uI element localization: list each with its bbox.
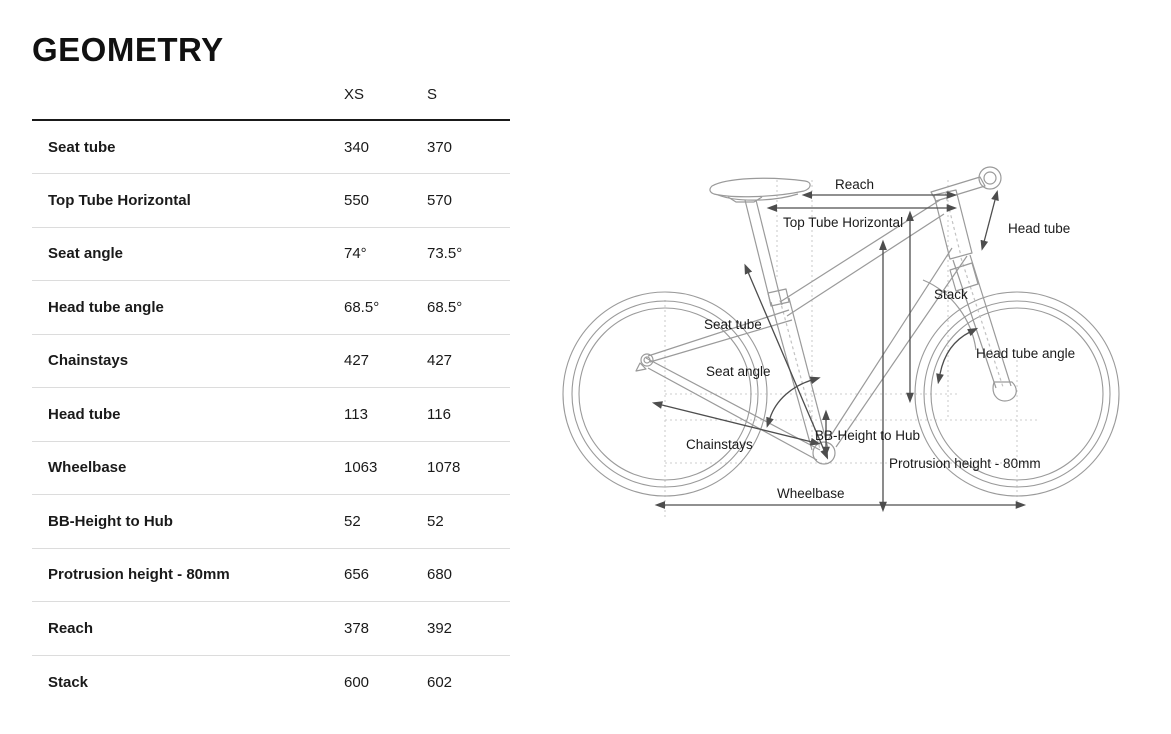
- fork-left: [952, 259, 997, 389]
- row-label: Reach: [32, 601, 344, 656]
- row-label: Seat tube: [32, 120, 344, 174]
- dimension-lines: [651, 189, 1027, 513]
- cell-s: 73.5°: [427, 227, 510, 281]
- page-title: GEOMETRY: [32, 31, 224, 68]
- column-header-spec: [32, 86, 344, 120]
- bike-geometry-diagram: Reach Top Tube Horizontal Head tube Stac…: [540, 150, 1160, 540]
- fork-center: [960, 257, 1004, 388]
- cell-xs: 378: [344, 601, 427, 656]
- front-wheel-tire-outer: [914, 291, 1120, 497]
- table-header-row: XS S: [32, 86, 510, 120]
- down-tube-lower: [835, 255, 968, 448]
- handlebar-clamp-inner: [983, 171, 997, 185]
- seatpost-right: [755, 199, 783, 306]
- cell-s: 116: [427, 387, 510, 442]
- label-top-tube-horizontal: Top Tube Horizontal: [783, 215, 903, 230]
- table-row: Seat angle 74° 73.5°: [32, 227, 510, 281]
- chainstays-dimension-line: [651, 401, 821, 446]
- label-bb-height-to-hub: BB-Height to Hub: [815, 428, 920, 443]
- head-tube-center: [944, 191, 962, 257]
- column-header-s: S: [427, 86, 438, 103]
- cell-s: 427: [427, 334, 510, 388]
- rear-dropout-tab: [635, 362, 647, 372]
- cell-s: 370: [427, 120, 510, 174]
- cell-xs: 427: [344, 334, 427, 388]
- saddle-underside: [717, 193, 799, 201]
- column-header-xs: XS: [344, 86, 365, 103]
- bottom-bracket: [812, 441, 836, 465]
- cell-xs: 1063: [344, 441, 427, 495]
- cell-s: 392: [427, 601, 510, 656]
- fork-right: [969, 254, 1012, 387]
- front-wheel-tire-inner: [923, 300, 1111, 488]
- label-seat-tube: Seat tube: [704, 317, 762, 332]
- cell-s: 52: [427, 494, 510, 549]
- table-row: Head tube angle 68.5° 68.5°: [32, 280, 510, 335]
- table-body: Seat tube 340 370 Top Tube Horizontal 550 570…: [32, 120, 510, 709]
- fork-crown: [949, 262, 979, 292]
- table-row: BB-Height to Hub 52 52: [32, 494, 510, 549]
- table-row: Wheelbase 1063 1078: [32, 441, 510, 495]
- label-stack: Stack: [934, 287, 968, 302]
- table-row: Protrusion height - 80mm 656 680: [32, 548, 510, 602]
- cell-s: 1078: [427, 441, 510, 495]
- seatpost-left: [744, 199, 772, 306]
- head-tube-angle-arc: [936, 327, 979, 385]
- table-row: Chainstays 427 427: [32, 334, 510, 388]
- label-reach: Reach: [835, 177, 874, 192]
- front-wheel-rim: [930, 307, 1104, 481]
- cell-xs: 340: [344, 120, 427, 174]
- row-label: Seat angle: [32, 227, 344, 281]
- cell-xs: 74°: [344, 227, 427, 281]
- cell-xs: 52: [344, 494, 427, 549]
- geometry-table-element: XS S Seat tube 340 370 Top Tube Horizontal 5…: [32, 86, 510, 709]
- row-label: Top Tube Horizontal: [32, 173, 344, 228]
- table-row: Top Tube Horizontal 550 570: [32, 173, 510, 228]
- cell-xs: 550: [344, 173, 427, 228]
- cell-xs: 600: [344, 673, 370, 691]
- label-chainstays: Chainstays: [686, 437, 753, 452]
- row-label: Chainstays: [32, 334, 344, 388]
- row-label: Wheelbase: [32, 441, 344, 495]
- handlebar-clamp-outer: [978, 166, 1002, 190]
- label-head-tube: Head tube: [1008, 221, 1070, 236]
- table-header: XS S: [32, 86, 510, 120]
- fork-dropout: [992, 381, 1017, 402]
- cell-s: 570: [427, 173, 510, 228]
- cell-xs: 68.5°: [344, 280, 427, 335]
- cell-xs: 656: [344, 548, 427, 602]
- table-row: Stack 600 602: [32, 655, 510, 709]
- geometry-table: XS S Seat tube 340 370 Top Tube Horizontal 5…: [32, 86, 510, 709]
- table-row: Reach 378 392: [32, 601, 510, 656]
- seat-angle-arc: [766, 376, 821, 428]
- table-row: Head tube 113 116: [32, 387, 510, 442]
- label-wheelbase: Wheelbase: [777, 486, 845, 501]
- table-row: Seat tube 340 370: [32, 120, 510, 174]
- cell-xs: 113: [344, 387, 427, 442]
- dimension-labels: Reach Top Tube Horizontal Head tube Stac…: [686, 177, 1075, 501]
- saddle: [709, 177, 811, 198]
- row-label: Protrusion height - 80mm: [32, 548, 344, 602]
- row-label: Head tube: [32, 387, 344, 442]
- cell-s: 602: [427, 673, 453, 691]
- cell-s: 680: [427, 548, 510, 602]
- row-label: Stack: [48, 673, 89, 691]
- row-label: Head tube angle: [32, 280, 344, 335]
- cell-s: 68.5°: [427, 280, 510, 335]
- rear-dropout-inner: [643, 356, 651, 364]
- down-tube-upper: [827, 247, 953, 441]
- label-protrusion-height: Protrusion height - 80mm: [889, 456, 1041, 471]
- seat-tube-right: [788, 297, 829, 449]
- label-head-tube-angle: Head tube angle: [976, 346, 1075, 361]
- rear-dropout: [640, 353, 654, 367]
- label-seat-angle: Seat angle: [706, 364, 771, 379]
- bicycle-frame: [635, 166, 1017, 465]
- head-tube-dimension-line: [980, 189, 999, 251]
- row-label: BB-Height to Hub: [32, 494, 344, 549]
